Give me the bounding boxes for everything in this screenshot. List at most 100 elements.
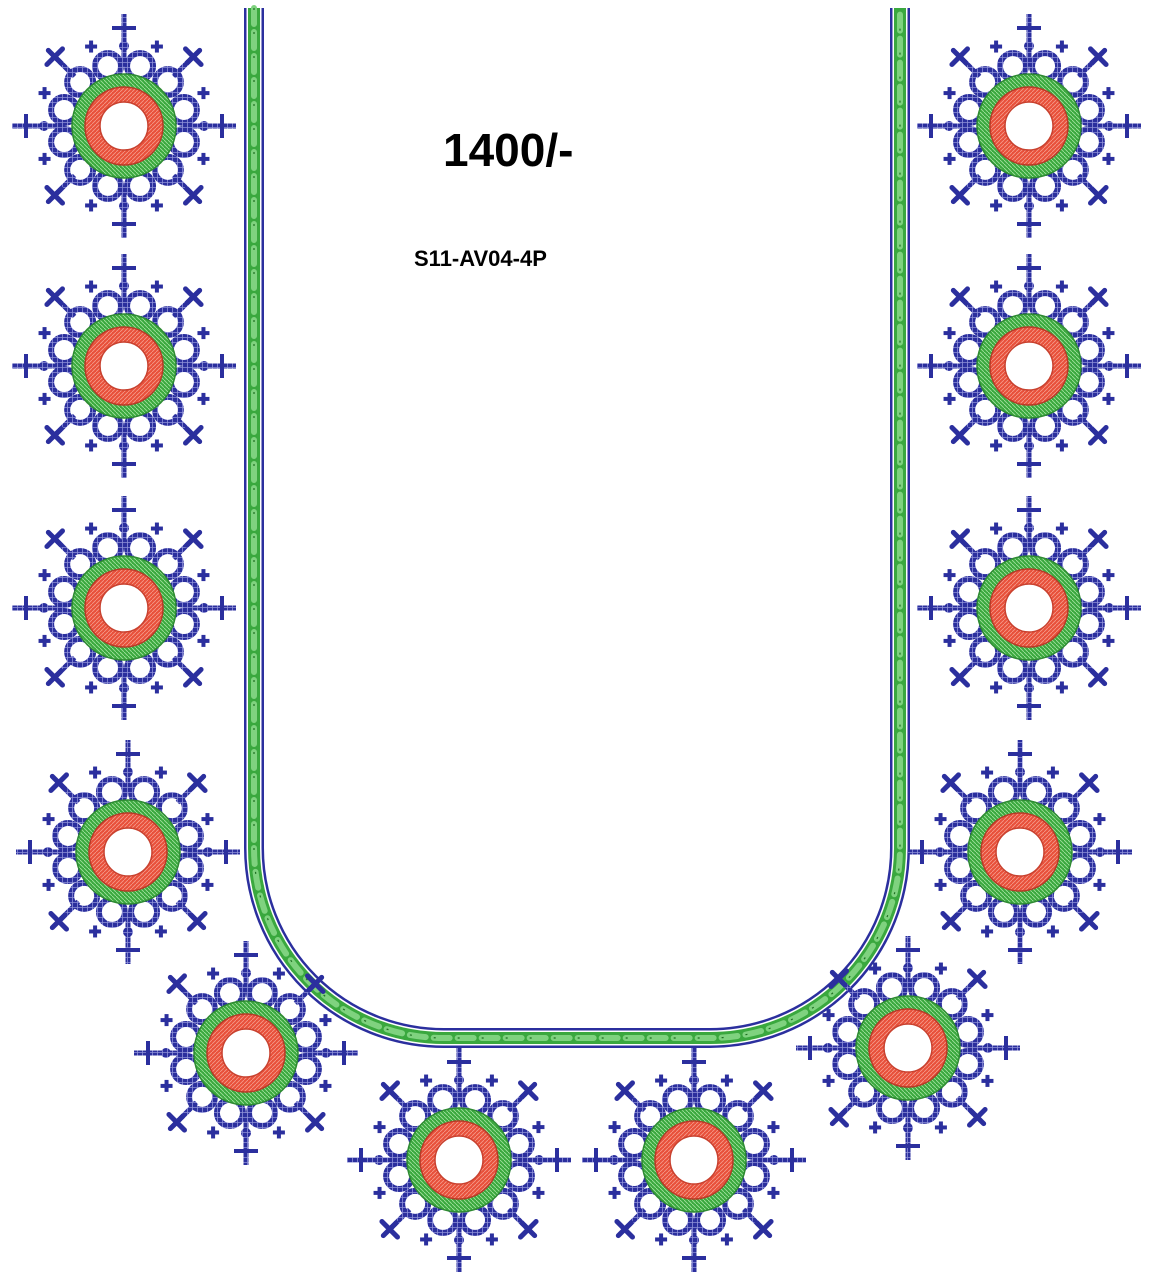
lattice-petal <box>186 993 219 1026</box>
spike-knot <box>823 1043 833 1053</box>
lattice-petal <box>399 1100 432 1133</box>
diagonal-cross <box>380 1220 399 1239</box>
spike-knot <box>374 1155 384 1165</box>
diagonal-cross <box>950 529 969 548</box>
diagonal-cross <box>45 287 64 306</box>
spike-knot <box>43 847 53 857</box>
spike-knot <box>39 361 49 371</box>
diagonal-cross <box>188 912 207 931</box>
spike-knot <box>203 847 213 857</box>
lattice-petal <box>486 1187 519 1220</box>
mirror-center <box>995 827 1045 877</box>
diagonal-cross <box>1089 668 1108 687</box>
lattice-petal <box>151 635 184 668</box>
diagonal-cross <box>380 1081 399 1100</box>
lattice-petal <box>64 393 97 426</box>
diagonal-cross <box>184 47 203 66</box>
lattice-petal <box>486 1100 519 1133</box>
spike-knot <box>1024 41 1034 51</box>
lattice-petal <box>151 153 184 186</box>
mirror-center <box>883 1023 933 1073</box>
spike-knot <box>1024 201 1034 211</box>
lattice-petal <box>1047 879 1080 912</box>
flower-motif-6 <box>917 496 1141 720</box>
diagonal-cross <box>950 426 969 445</box>
spike-knot <box>944 361 954 371</box>
spike-knot <box>119 683 129 693</box>
lattice-petal <box>151 66 184 99</box>
diagonal-cross <box>615 1081 634 1100</box>
lattice-petal <box>68 792 101 825</box>
diagonal-cross <box>49 773 68 792</box>
lattice-petal <box>273 1080 306 1113</box>
lattice-petal <box>935 988 968 1021</box>
diagonal-cross <box>968 969 987 988</box>
diagonal-cross <box>45 668 64 687</box>
mirror-center <box>1004 101 1054 151</box>
diagonal-cross <box>829 969 848 988</box>
lattice-petal <box>721 1187 754 1220</box>
spike-knot <box>123 767 133 777</box>
lattice-petal <box>64 306 97 339</box>
flower-motif-11 <box>347 1048 571 1272</box>
spike-knot <box>944 603 954 613</box>
diagonal-cross <box>1080 773 1099 792</box>
lattice-petal <box>64 635 97 668</box>
diagonal-cross <box>1089 47 1108 66</box>
lattice-petal <box>721 1100 754 1133</box>
diagonal-cross <box>829 1108 848 1127</box>
flower-motif-2 <box>917 14 1141 238</box>
lattice-petal <box>969 548 1002 581</box>
diagonal-cross <box>1089 186 1108 205</box>
u-neckline-border <box>244 5 910 1048</box>
lattice-petal <box>634 1100 667 1133</box>
spike-knot <box>903 1123 913 1133</box>
spike-knot <box>119 201 129 211</box>
price-label: 1400/- <box>443 124 574 176</box>
diagonal-cross <box>615 1220 634 1239</box>
flower-motif-4 <box>917 254 1141 478</box>
flower-motif-7 <box>16 740 240 964</box>
spike-knot <box>1024 281 1034 291</box>
flower-motif-9 <box>134 941 358 1165</box>
spike-knot <box>903 963 913 973</box>
neckline-gap <box>246 8 908 1046</box>
lattice-petal <box>634 1187 667 1220</box>
lattice-petal <box>969 66 1002 99</box>
lattice-petal <box>960 792 993 825</box>
spike-knot <box>689 1235 699 1245</box>
spike-knot <box>123 927 133 937</box>
lattice-petal <box>1056 635 1089 668</box>
spike-knot <box>769 1155 779 1165</box>
lattice-petal <box>969 306 1002 339</box>
lattice-petal <box>155 792 188 825</box>
mirror-center <box>1004 341 1054 391</box>
lattice-petal <box>848 1075 881 1108</box>
lattice-petal <box>969 635 1002 668</box>
diagonal-cross <box>754 1081 773 1100</box>
flower-motif-12 <box>582 1048 806 1272</box>
lattice-petal <box>960 879 993 912</box>
lattice-petal <box>155 879 188 912</box>
spike-knot <box>199 121 209 131</box>
diagonal-cross <box>1080 912 1099 931</box>
diagonal-cross <box>1089 287 1108 306</box>
lattice-petal <box>969 153 1002 186</box>
lattice-petal <box>186 1080 219 1113</box>
mirror-center <box>99 341 149 391</box>
diagonal-cross <box>950 287 969 306</box>
diagonal-cross <box>306 1113 325 1132</box>
spike-knot <box>119 441 129 451</box>
diagonal-cross <box>45 186 64 205</box>
spike-knot <box>241 1128 251 1138</box>
spike-knot <box>119 523 129 533</box>
diagonal-cross <box>45 426 64 445</box>
flower-motif-5 <box>12 496 236 720</box>
spike-knot <box>199 603 209 613</box>
lattice-petal <box>969 393 1002 426</box>
diagonal-cross <box>519 1081 538 1100</box>
neckline-stitch-dots <box>253 8 901 1039</box>
lattice-petal <box>64 548 97 581</box>
diagonal-cross <box>1089 426 1108 445</box>
